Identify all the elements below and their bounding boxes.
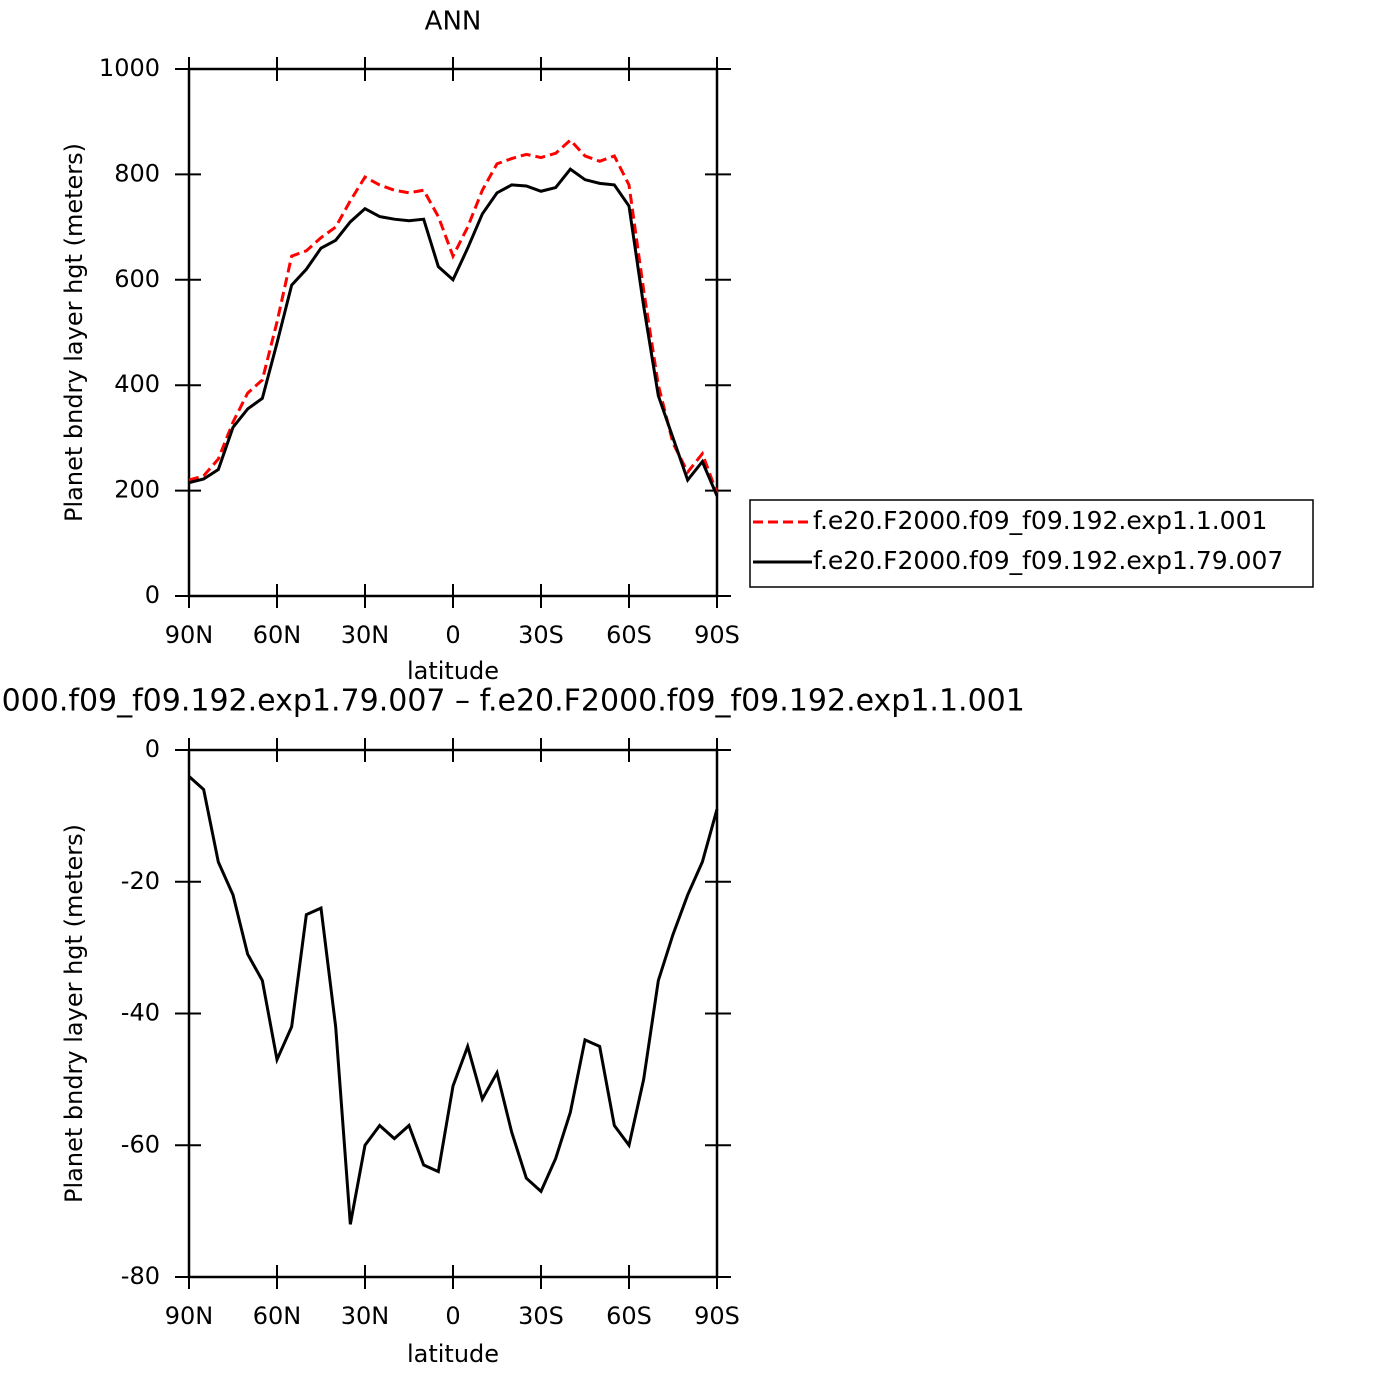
y-tick-label: 0: [145, 735, 160, 763]
x-axis-label: latitude: [407, 657, 499, 685]
legend-label: f.e20.F2000.f09_f09.192.exp1.1.001: [813, 506, 1267, 535]
y-tick-label: 400: [114, 370, 160, 398]
data-line: [187, 775, 719, 1225]
chart-title: ANN: [425, 7, 482, 37]
x-tick-label: 60S: [606, 621, 652, 649]
y-tick-label: 800: [114, 159, 160, 187]
x-axis-label: latitude: [407, 1340, 499, 1368]
x-tick-label: 30N: [341, 1302, 390, 1330]
data-line: [188, 138, 719, 494]
x-tick-label: 90S: [694, 621, 740, 649]
legend-label: f.e20.F2000.f09_f09.192.exp1.79.007: [813, 546, 1283, 575]
x-tick-label: 90N: [165, 621, 214, 649]
y-tick-label: 0: [145, 581, 160, 609]
x-tick-label: 60S: [606, 1302, 652, 1330]
plot-frame: [187, 67, 719, 598]
legend-box: [749, 499, 1314, 588]
x-tick-label: 60N: [253, 1302, 302, 1330]
y-tick-label: -60: [121, 1130, 160, 1158]
y-axis-label: Planet bndry layer hgt (meters): [60, 824, 88, 1203]
y-tick-label: 200: [114, 476, 160, 504]
x-tick-label: 90N: [165, 1302, 214, 1330]
y-axis-label: Planet bndry layer hgt (meters): [60, 143, 88, 522]
x-tick-label: 90S: [694, 1302, 740, 1330]
x-tick-label: 0: [445, 621, 460, 649]
y-tick-label: 600: [114, 265, 160, 293]
y-tick-label: -20: [121, 867, 160, 895]
x-tick-label: 30N: [341, 621, 390, 649]
y-tick-label: 1000: [99, 54, 160, 82]
x-tick-label: 0: [445, 1302, 460, 1330]
plot-frame: [187, 748, 719, 1279]
x-tick-label: 60N: [253, 621, 302, 649]
chart-title: f.e20.F2000.f09_f09.192.exp1.79.007 – f.…: [0, 684, 1025, 719]
x-tick-label: 30S: [518, 1302, 564, 1330]
x-tick-label: 30S: [518, 621, 564, 649]
data-line: [188, 167, 719, 497]
y-tick-label: -80: [121, 1262, 160, 1290]
y-tick-label: -40: [121, 999, 160, 1027]
